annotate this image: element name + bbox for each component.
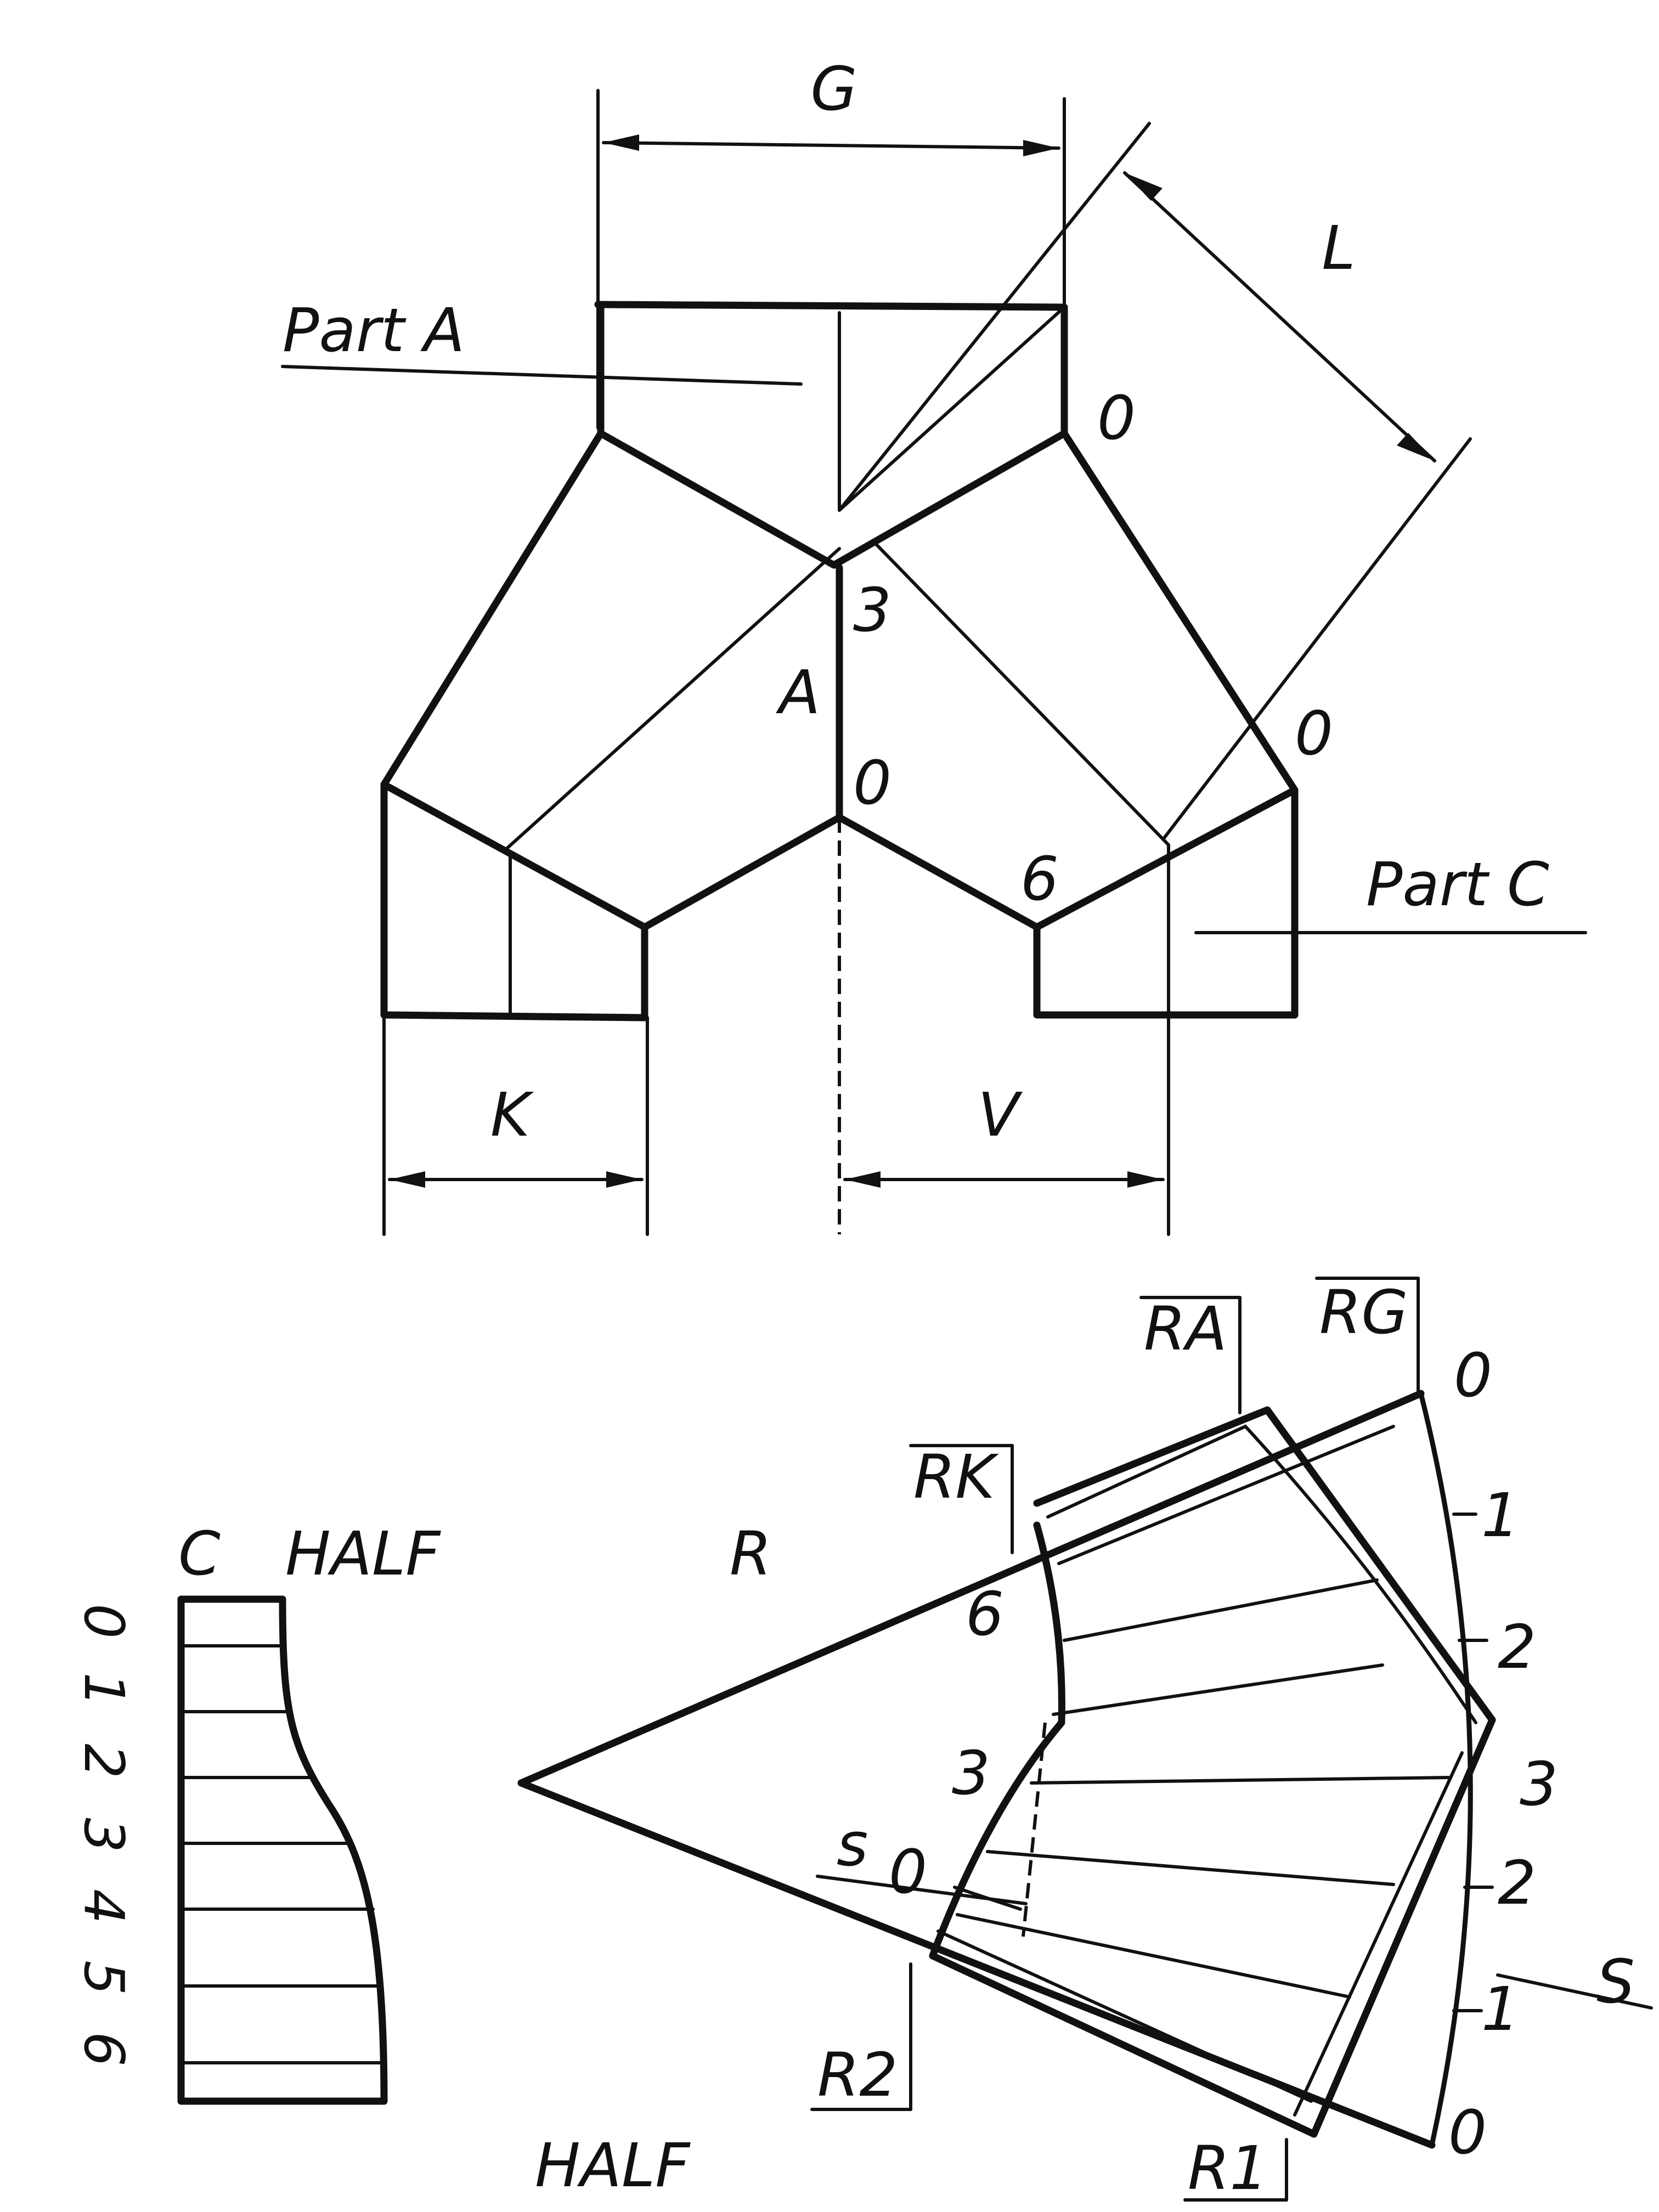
outer-scale-number: 0 xyxy=(1454,1340,1492,1410)
right-bottom-edge xyxy=(1033,923,1299,1019)
ruling-line xyxy=(1030,1776,1450,1785)
inner-number: 3 xyxy=(952,1738,990,1808)
l-dimension-line xyxy=(1123,171,1436,462)
ruling-line xyxy=(956,1913,1351,1999)
ruling-line xyxy=(1063,1578,1379,1642)
band-right-inner xyxy=(1293,1751,1464,2117)
radius-label-ra: RA xyxy=(1144,1294,1227,1364)
ruling-line xyxy=(986,1850,1395,1886)
profile-scale-number: 4 xyxy=(72,1889,136,1924)
dimension-v-label: V xyxy=(978,1080,1023,1150)
profile-scale-number: 6 xyxy=(72,2032,136,2067)
dimension-g-label: G xyxy=(810,54,857,124)
profile-title-c: C xyxy=(178,1519,221,1589)
part-a-leader xyxy=(281,365,803,386)
g-dimension-line xyxy=(602,141,1060,150)
ruling-line xyxy=(1057,1425,1395,1565)
l-arrow-top xyxy=(1125,173,1163,201)
part-a-top-edge xyxy=(594,301,1068,311)
band-outline xyxy=(929,1521,1496,2138)
inner-number: 0 xyxy=(889,1837,927,1907)
upper-view: G Part A L 3 A 0 0 0 6 xyxy=(281,54,1587,1236)
large-s-leader xyxy=(1496,1973,1653,2010)
g-arrow-left xyxy=(603,134,639,151)
seam-label-right-mid: 0 xyxy=(1295,698,1333,769)
development-view: R 6 3 0 0 1 2 3 2 1 0 xyxy=(517,1277,1653,2203)
sector-outer-arc xyxy=(1418,1391,1473,2148)
part-b-diagonal-right xyxy=(873,541,1170,847)
seam-label-center-bottom: 0 xyxy=(853,748,891,818)
small-s-leader xyxy=(816,1875,1028,1905)
profile-title-half: HALF xyxy=(285,1519,441,1589)
part-a-inner-diagonal xyxy=(838,306,1066,512)
part-a-label: Part A xyxy=(283,295,465,365)
seam-label-right-low: 6 xyxy=(1020,844,1059,914)
dimension-k-label: K xyxy=(490,1080,534,1150)
band-dashed-guide xyxy=(1022,1722,1047,1937)
small-s-label: s xyxy=(837,1809,868,1880)
g-arrow-right xyxy=(1023,140,1059,156)
right-lower-edge xyxy=(1033,786,1299,931)
radius-label-rk: RK xyxy=(913,1442,999,1512)
l-arrow-bottom xyxy=(1397,433,1435,461)
k-arrow-right xyxy=(606,1171,642,1188)
lower-v-edge xyxy=(380,781,1041,931)
band-bottom-inner xyxy=(936,1929,1313,2103)
sector-upper-edge xyxy=(517,1390,1425,1787)
profile-scale-number: 3 xyxy=(72,1818,136,1853)
l-extension-bottom xyxy=(1161,437,1472,841)
part-c-label: Part C xyxy=(1366,849,1549,919)
large-s-label: S xyxy=(1596,1946,1635,2017)
radius-label-r2: R2 xyxy=(817,2040,898,2110)
l-extension-top xyxy=(838,122,1151,512)
band-top-inner xyxy=(1046,1424,1477,1724)
apex-label: R xyxy=(730,1519,771,1589)
inner-number: 6 xyxy=(966,1579,1004,1649)
k-arrow-left xyxy=(390,1171,425,1188)
outer-scale-number: 1 xyxy=(1481,1974,1520,2044)
outer-scale-number: 0 xyxy=(1448,2097,1487,2168)
profile-scale-number: 1 xyxy=(72,1672,136,1707)
profile-scale-number: 0 xyxy=(72,1604,136,1639)
left-outer-edge xyxy=(380,303,605,1019)
outer-scale-number: 2 xyxy=(1498,1848,1536,1918)
profile-outline xyxy=(177,1595,388,2105)
seam-label-center-top: 3 xyxy=(853,575,891,645)
right-outer-edge xyxy=(1060,430,1299,1019)
seam-label-right-top: 0 xyxy=(1097,383,1136,453)
seam-label-center-letter: A xyxy=(776,657,820,727)
radius-label-rg: RG xyxy=(1319,1277,1408,1347)
outer-scale-number: 1 xyxy=(1481,1480,1520,1550)
upper-v-edge xyxy=(597,303,1068,569)
part-b-diagonal-left xyxy=(503,547,841,852)
band-top-edge xyxy=(1033,1406,1496,1724)
profile-scale: 0 1 2 3 4 5 6 xyxy=(72,1604,136,2067)
radius-label-r1: R1 xyxy=(1188,2133,1268,2203)
v-arrow-right xyxy=(1127,1171,1163,1188)
profile-scale-number: 2 xyxy=(72,1743,136,1779)
ruling-line xyxy=(1052,1663,1384,1716)
outer-scale-number: 2 xyxy=(1498,1612,1536,1682)
dimension-l-label: L xyxy=(1322,213,1355,283)
v-arrow-left xyxy=(845,1171,881,1188)
outer-scale-number: 3 xyxy=(1520,1749,1558,1819)
left-bottom-edge xyxy=(380,1011,648,1022)
sector-lower-edge xyxy=(517,1779,1436,2149)
bottom-half-label: HALF xyxy=(535,2130,691,2200)
half-profile: C HALF 0 1 2 3 4 5 6 xyxy=(72,1519,441,2105)
profile-scale-number: 5 xyxy=(72,1960,136,1995)
